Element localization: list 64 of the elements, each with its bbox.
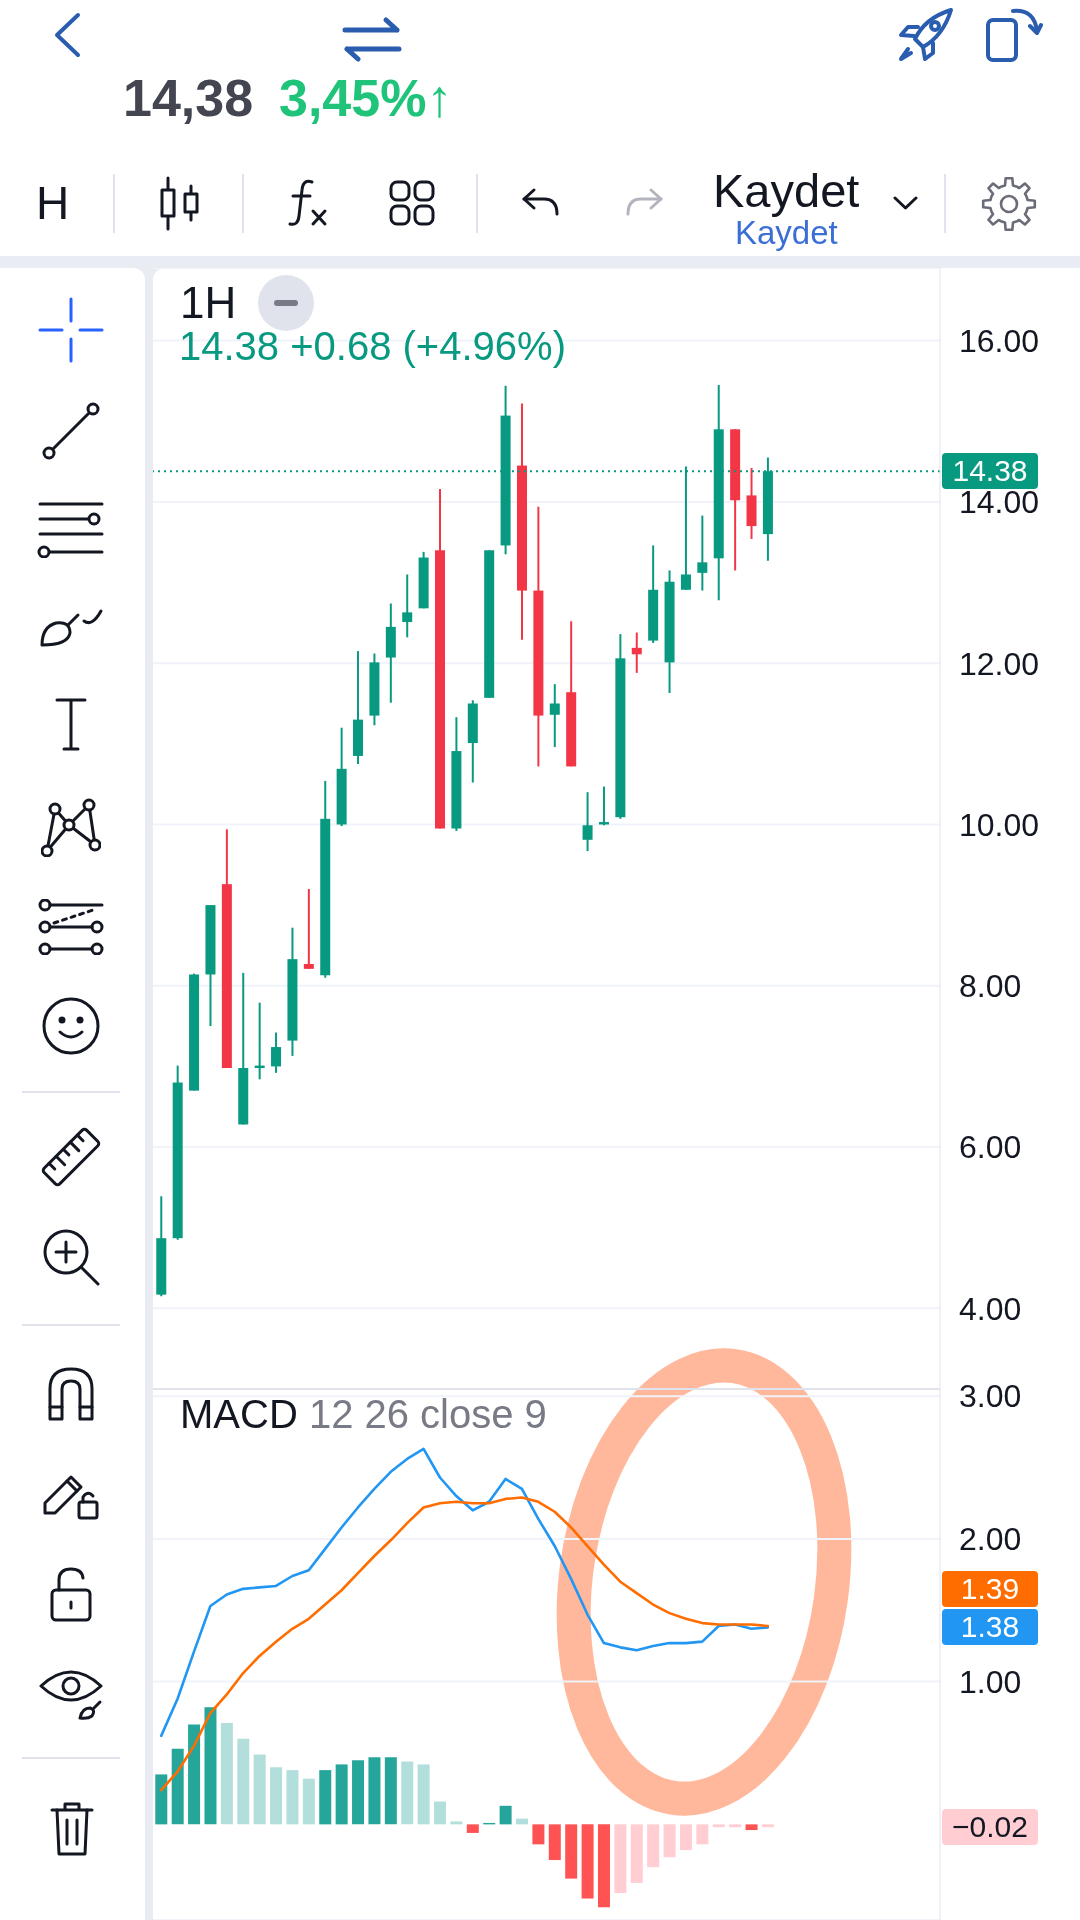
bar [581, 1824, 594, 1899]
bar [220, 1723, 233, 1825]
text: 1.38 [942, 1609, 1038, 1646]
line-series [159, 1447, 770, 1738]
y-tick-label: 6.00 [959, 1129, 1022, 1166]
candlestick [402, 573, 413, 639]
bar [335, 1764, 348, 1825]
bar [663, 1824, 676, 1858]
text: 14.38 +0.68 (+4.96%) [179, 324, 566, 368]
text: 14,38 [123, 69, 254, 127]
bar [417, 1764, 430, 1825]
line-series [159, 1496, 770, 1792]
y-tick-label: 1.00 [959, 1663, 1022, 1700]
y-tick-label: 3.00 [959, 1378, 1022, 1415]
bar [499, 1805, 512, 1825]
bar [532, 1824, 545, 1845]
bar [597, 1824, 610, 1908]
ref-line-label: 14.38 [942, 453, 1038, 490]
candlestick [631, 631, 642, 674]
bar [729, 1824, 742, 1828]
y-tick-label: 8.00 [959, 968, 1022, 1005]
y-tick-label: 16.00 [959, 322, 1040, 359]
chart-title: 1H [180, 278, 237, 327]
bar [270, 1767, 283, 1825]
candlestick [303, 887, 314, 970]
candlestick [582, 791, 593, 853]
bar [237, 1738, 250, 1825]
bar [761, 1824, 774, 1828]
bar [466, 1824, 479, 1833]
candlestick [697, 514, 708, 592]
bar [155, 1774, 168, 1825]
text: −0.02 [942, 1809, 1038, 1846]
candlestick [549, 683, 560, 749]
bar [384, 1757, 397, 1825]
bar [188, 1724, 201, 1825]
bar [565, 1824, 578, 1879]
bar [647, 1824, 660, 1868]
bar [368, 1757, 381, 1825]
bar [204, 1707, 217, 1825]
text: 1.39 [942, 1571, 1038, 1608]
bar [286, 1770, 299, 1825]
y-tick-label: 4.00 [959, 1290, 1022, 1327]
chart-title: MACD 12 26 close 9 [180, 1392, 547, 1436]
bar [302, 1778, 315, 1825]
y-tick-label: 10.00 [959, 806, 1040, 843]
bar [434, 1801, 447, 1825]
text: H [36, 177, 70, 229]
y-tick-label: 2.00 [959, 1521, 1022, 1558]
bar [171, 1748, 184, 1825]
bar [319, 1770, 332, 1825]
bar [630, 1824, 643, 1883]
bar [352, 1760, 365, 1825]
text: Kaydet [713, 164, 860, 217]
bar [745, 1824, 758, 1831]
bar [696, 1824, 709, 1845]
y-tick-label: 12.00 [959, 645, 1040, 682]
bar [712, 1824, 725, 1828]
bar [614, 1824, 627, 1893]
bar [401, 1761, 414, 1825]
bar [253, 1754, 266, 1825]
bar [548, 1824, 561, 1861]
bar [679, 1824, 692, 1851]
text: 3,45%↑ [279, 69, 453, 127]
candlestick [271, 1031, 282, 1074]
